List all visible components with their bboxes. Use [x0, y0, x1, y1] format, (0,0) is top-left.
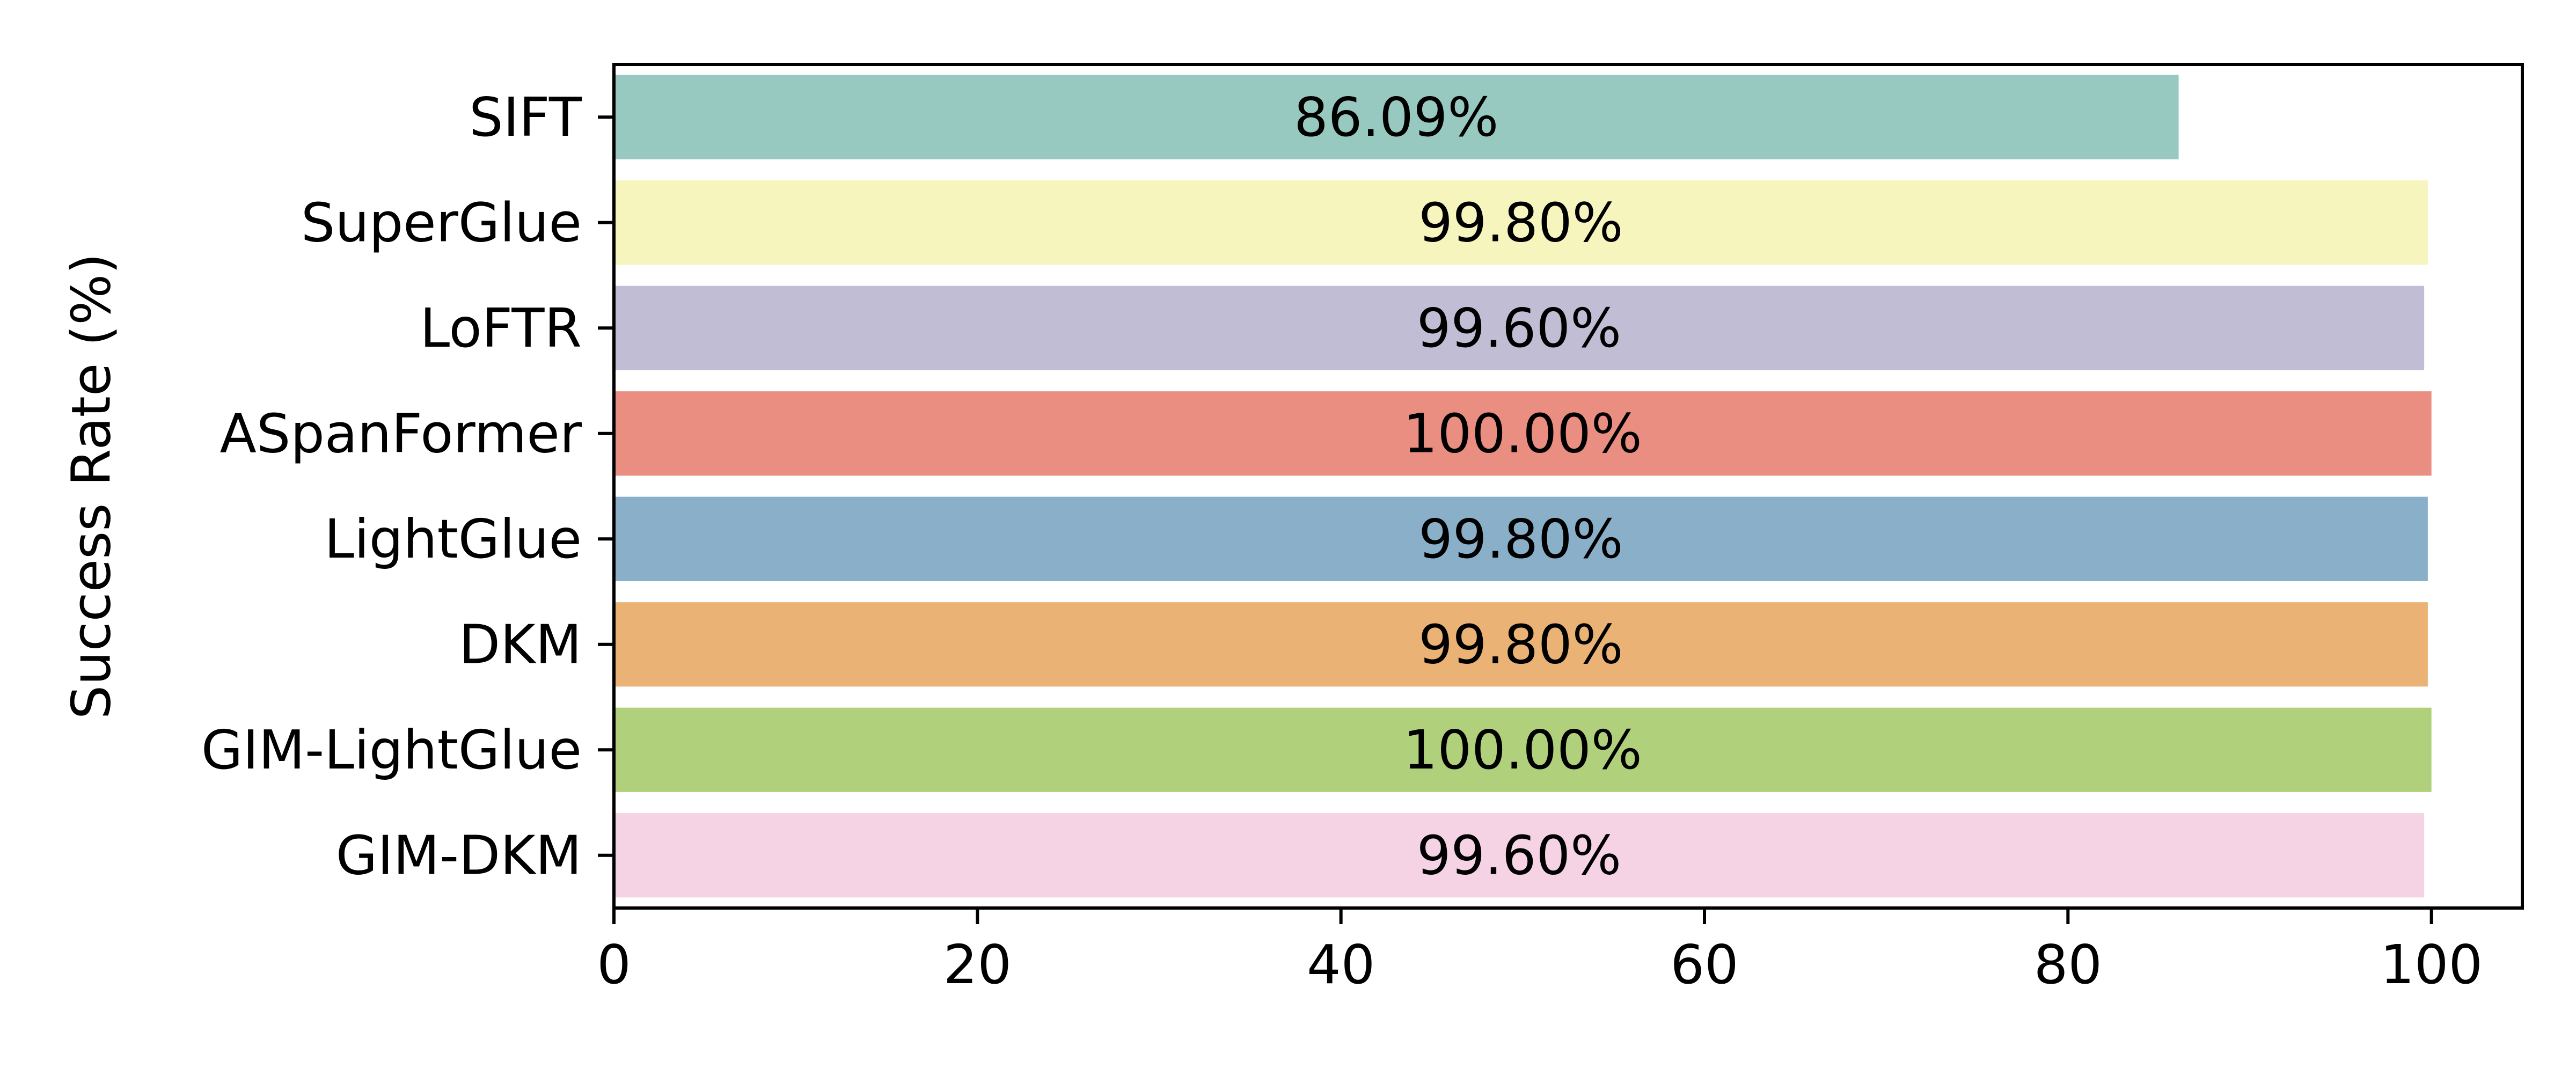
y-tick-label: SuperGlue [301, 191, 582, 254]
x-tick-label: 0 [597, 933, 631, 996]
bar-dkm [614, 602, 2428, 687]
y-tick-label: LightGlue [324, 508, 582, 570]
bar-sift [614, 75, 2179, 159]
y-tick-label: SIFT [469, 86, 582, 149]
x-tick-label: 80 [2034, 933, 2102, 996]
y-tick-label: GIM-LightGlue [201, 719, 582, 781]
data-label: 100.00% [1403, 402, 1642, 465]
x-tick-label: 40 [1307, 933, 1375, 996]
bar-aspanformer [614, 391, 2432, 476]
bar-gim-dkm [614, 813, 2425, 898]
y-tick-label: DKM [459, 613, 582, 676]
data-label: 99.80% [1418, 191, 1623, 254]
data-label: 99.80% [1418, 613, 1623, 676]
x-axis: 0 20 40 60 80 100 [597, 908, 2483, 996]
x-tick-label: 100 [2380, 933, 2483, 996]
x-tick-label: 60 [1670, 933, 1738, 996]
y-tick-label: LoFTR [420, 297, 582, 360]
bars-layer [614, 75, 2432, 898]
bar-loftr [614, 286, 2425, 370]
data-label: 99.60% [1417, 297, 1621, 360]
data-label: 100.00% [1403, 719, 1642, 781]
y-axis-title: Success Rate (%) [60, 253, 123, 719]
y-axis: SIFT SuperGlue LoFTR ASpanFormer LightGlue DK… [201, 86, 614, 887]
bar-gim-lightglue [614, 707, 2432, 792]
data-label: 86.09% [1294, 86, 1498, 149]
data-labels-layer: 86.09% 99.80% 99.60% 100.00% 99.80% 99.80% 100… [1294, 86, 1642, 887]
data-label: 99.60% [1417, 824, 1621, 887]
plot-frame [612, 63, 2524, 910]
x-tick-label: 20 [943, 933, 1012, 996]
bar-lightglue [614, 496, 2428, 581]
bar-superglue [614, 180, 2428, 265]
data-label: 99.80% [1418, 508, 1623, 570]
y-tick-label: ASpanFormer [219, 402, 582, 465]
y-tick-label: GIM-DKM [336, 824, 582, 887]
